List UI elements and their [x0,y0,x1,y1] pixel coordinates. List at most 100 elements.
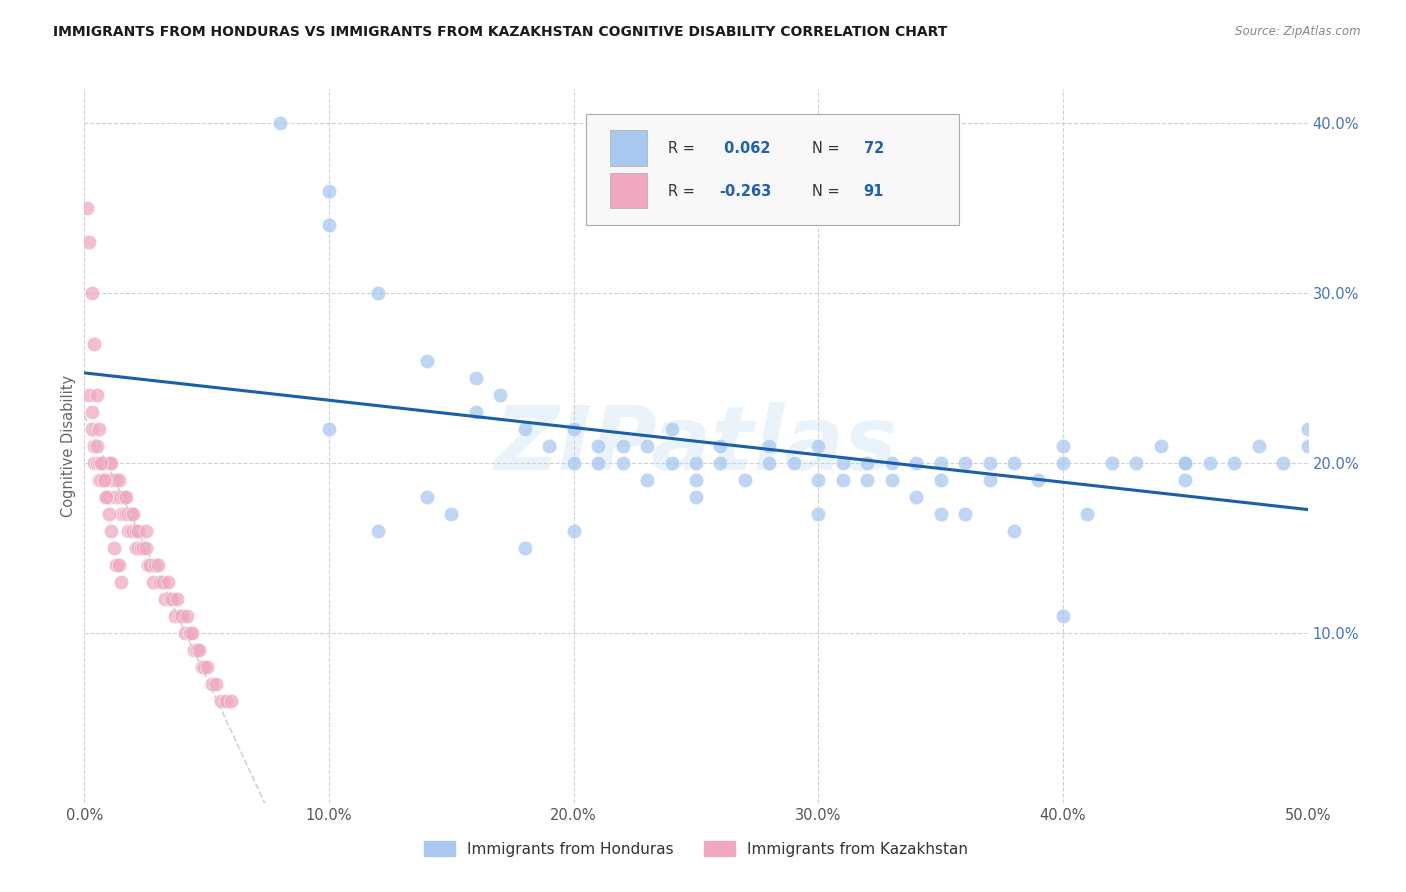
Point [1272,456,1295,470]
Point [179,626,201,640]
Point [96,490,118,504]
Point [1101,456,1123,470]
Point [93,473,115,487]
Text: -0.263: -0.263 [720,184,772,199]
Point [513,422,536,436]
Point [162,591,184,606]
Point [856,456,879,470]
Point [169,608,191,623]
Point [1296,422,1319,436]
Point [612,456,634,470]
Point [1198,456,1220,470]
Text: R =: R = [668,141,695,156]
Point [136,558,159,572]
Point [93,456,115,470]
Legend: Immigrants from Honduras, Immigrants from Kazakhstan: Immigrants from Honduras, Immigrants fro… [418,835,974,863]
Text: 91: 91 [863,184,884,199]
Point [880,456,903,470]
Point [318,184,340,198]
Point [110,490,132,504]
Point [110,574,132,589]
Point [513,541,536,555]
Point [661,456,683,470]
Text: N =: N = [813,184,839,199]
Point [90,473,112,487]
Point [1076,507,1098,521]
Point [105,490,128,504]
Point [186,643,208,657]
Point [149,574,172,589]
Point [90,456,112,470]
Point [1002,524,1025,538]
Point [661,422,683,436]
Point [107,473,129,487]
Point [905,490,928,504]
Point [107,490,129,504]
Point [200,677,222,691]
Point [93,473,115,487]
Point [807,507,830,521]
Point [188,643,211,657]
Point [110,507,132,521]
Point [416,354,439,368]
Point [125,541,148,555]
Point [117,507,139,521]
Point [100,456,122,470]
Point [159,591,181,606]
Point [367,286,389,301]
Point [135,541,157,555]
Point [636,473,658,487]
Point [807,473,830,487]
Point [586,439,609,453]
Point [96,473,118,487]
Point [1002,456,1025,470]
Point [215,694,238,708]
Point [90,456,112,470]
Point [209,694,232,708]
Point [685,473,707,487]
Point [1174,456,1197,470]
Point [143,558,166,572]
Point [83,456,105,470]
Point [205,677,228,691]
FancyBboxPatch shape [586,114,959,225]
Point [129,541,152,555]
Point [1125,456,1147,470]
Point [87,422,110,436]
Point [83,337,105,351]
Point [112,490,135,504]
Point [807,439,830,453]
Point [979,473,1001,487]
Point [367,524,389,538]
Point [636,439,658,453]
Point [86,439,108,453]
Point [562,422,585,436]
Point [103,490,125,504]
Point [80,286,103,301]
Point [193,660,215,674]
Point [1223,456,1246,470]
Point [97,456,120,470]
Point [172,608,194,623]
Point [103,473,125,487]
Point [77,235,100,249]
Point [1296,439,1319,453]
Point [156,574,179,589]
Point [125,524,148,538]
Point [758,439,780,453]
Point [163,608,186,623]
Point [166,591,188,606]
Point [416,490,439,504]
Point [146,558,169,572]
Point [831,473,853,487]
Point [139,558,162,572]
Point [1028,473,1050,487]
FancyBboxPatch shape [610,130,647,166]
Point [783,456,806,470]
Text: 0.062: 0.062 [720,141,770,156]
Point [76,201,98,215]
Point [1174,456,1197,470]
Text: Source: ZipAtlas.com: Source: ZipAtlas.com [1236,25,1361,38]
Point [1052,439,1074,453]
Point [112,507,135,521]
